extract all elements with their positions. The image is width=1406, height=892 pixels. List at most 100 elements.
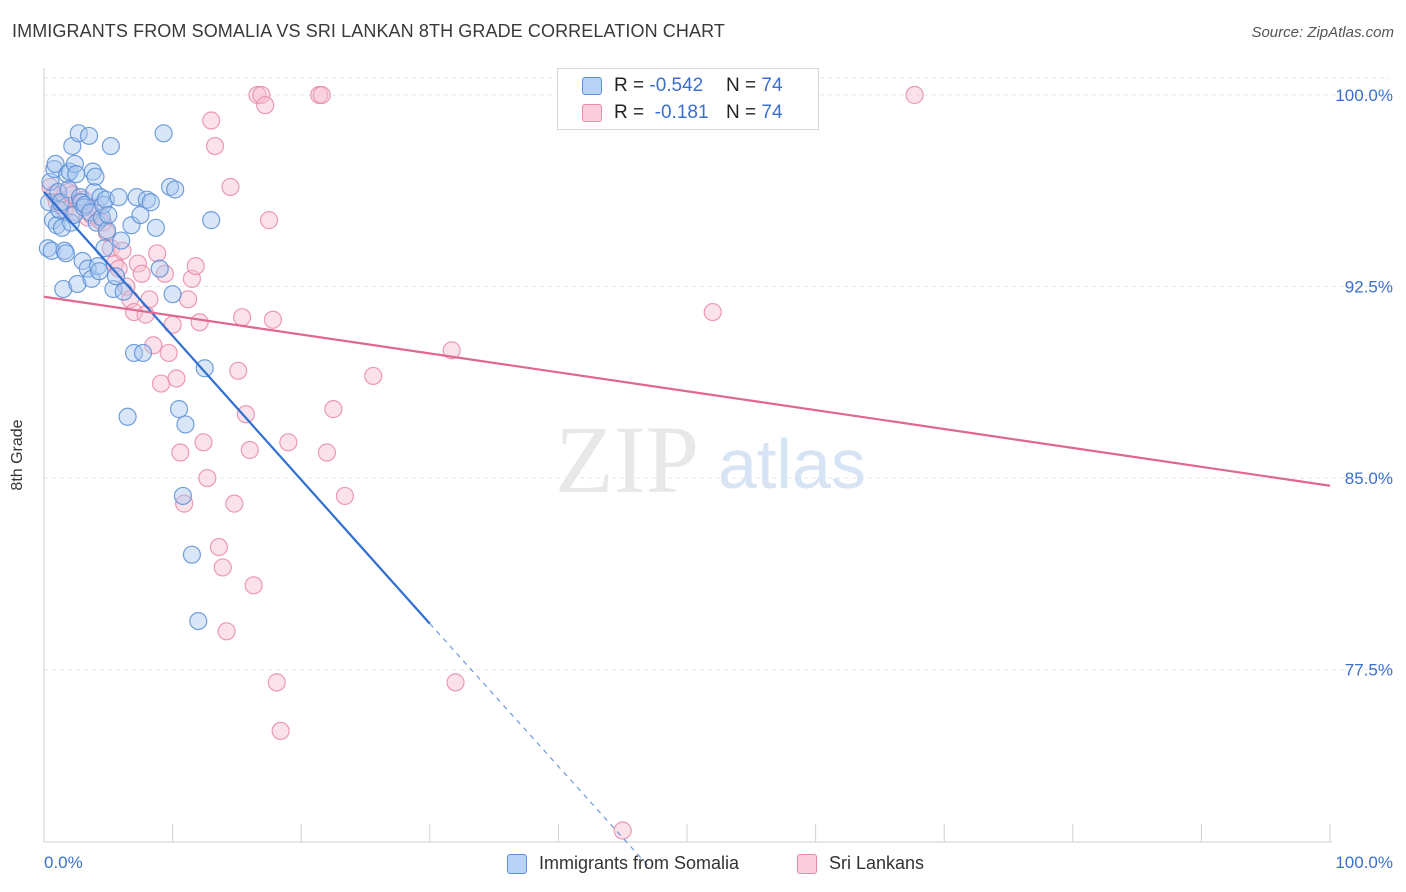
sri-lankan-point <box>446 673 465 692</box>
legend-swatch-pink <box>797 853 817 874</box>
somalia-point <box>112 231 131 250</box>
trend-lines <box>43 191 1331 867</box>
somalia-trend-line <box>43 191 431 625</box>
y-tick-label: 77.5% <box>1345 661 1393 680</box>
tick-labels: 100.0% 92.5% 85.0% 77.5% 0.0% 100.0% <box>44 86 1393 872</box>
legend-label: Sri Lankans <box>829 853 925 873</box>
somalia-point <box>146 218 165 237</box>
sri-lankan-point <box>263 310 283 329</box>
somalia-point <box>47 216 66 235</box>
somalia-point <box>83 162 102 181</box>
sri-lankan-point <box>364 366 383 386</box>
somalia-point <box>166 180 185 199</box>
sri-lankan-point <box>324 400 343 419</box>
somalia-point <box>131 205 150 225</box>
x-tick-label: 100.0% <box>1335 853 1393 872</box>
sri-lankan-point <box>271 721 290 741</box>
somalia-point <box>94 195 113 214</box>
sri-lankan-point <box>259 211 279 230</box>
chart-title: IMMIGRANTS FROM SOMALIA VS SRI LANKAN 8T… <box>12 21 725 41</box>
legend-r-value: -0.181 <box>649 102 709 123</box>
somalia-point <box>52 218 72 237</box>
somalia-point <box>173 486 192 506</box>
somalia-point <box>202 211 221 230</box>
somalia-point <box>46 154 65 174</box>
sri-lankan-point <box>128 254 147 273</box>
sri-lankan-point <box>252 85 271 105</box>
y-tick-label: 85.0% <box>1345 469 1393 488</box>
somalia-point <box>99 205 118 225</box>
y-tick-label: 100.0% <box>1335 86 1393 105</box>
legend-item-somalia[interactable]: Immigrants from Somalia <box>507 853 739 874</box>
sri-lankan-point <box>202 111 221 130</box>
y-tick-label: 92.5% <box>1345 278 1393 297</box>
sri-lankan-point <box>335 486 355 506</box>
somalia-point <box>169 400 189 419</box>
sri-lankan-point <box>194 433 213 452</box>
sri-lankan-point <box>175 494 194 513</box>
somalia-point <box>154 124 173 143</box>
axes <box>43 68 1332 843</box>
somalia-point <box>118 407 137 426</box>
legend-r-label: R = <box>614 75 650 96</box>
sri-lankan-point <box>267 673 286 692</box>
sri-lankan-point <box>186 256 205 276</box>
somalia-point <box>122 216 141 235</box>
somalia-point <box>195 359 214 378</box>
somalia-point <box>95 239 114 258</box>
sri-lankan-point <box>613 821 632 840</box>
legend-r-label: R = <box>614 102 650 123</box>
somalia-point <box>160 177 180 197</box>
source-label: Source: ZipAtlas.com <box>1251 24 1394 41</box>
sri-lankan-point <box>312 85 331 105</box>
somalia-point <box>67 165 86 184</box>
sri-lankan-point <box>140 290 159 309</box>
sri-lankan-point <box>221 177 240 197</box>
somalia-point <box>189 611 208 631</box>
sri-lankan-point <box>217 622 236 641</box>
sri-lankan-point <box>703 302 722 322</box>
legend-row-sri-lankans: R = -0.181 N = 74 <box>582 101 783 125</box>
legend-row-somalia: R = -0.542 N = 74 <box>582 74 783 98</box>
legend-r-value: -0.542 <box>649 75 704 96</box>
somalia-point <box>182 545 201 564</box>
sri-lankan-trend-line <box>43 295 1331 487</box>
legend-n-label: N = <box>726 75 762 96</box>
sri-lankan-point <box>101 239 120 258</box>
sri-lankan-point <box>240 440 259 460</box>
sri-lankan-point <box>244 576 263 595</box>
sri-lankan-point <box>905 85 924 105</box>
sri-lankan-point <box>225 494 244 513</box>
somalia-point <box>56 244 75 263</box>
x-tick-label: 0.0% <box>44 853 83 872</box>
somalia-point <box>114 282 133 301</box>
sri-lankan-point <box>279 433 298 452</box>
sri-lankan-point <box>136 305 155 324</box>
legend-swatch-blue <box>507 853 527 874</box>
legend-item-sri-lankans[interactable]: Sri Lankans <box>797 853 924 874</box>
somalia-point <box>68 274 87 294</box>
sri-lankan-point <box>167 369 186 388</box>
somalia-point <box>79 126 99 145</box>
sri-lankan-point <box>159 343 178 363</box>
somalia-point <box>106 267 126 286</box>
sri-lankan-point <box>209 537 228 557</box>
somalia-point <box>90 262 109 281</box>
somalia-point <box>176 415 195 434</box>
sri-lankan-point <box>198 468 217 488</box>
somalia-point <box>109 188 128 207</box>
somalia-point <box>101 136 120 156</box>
sri-lankan-point <box>248 85 267 105</box>
sri-lankan-point <box>232 308 252 327</box>
sri-lankan-point <box>442 341 461 360</box>
somalia-point <box>86 167 105 186</box>
somalia-point <box>141 193 160 212</box>
sri-lankan-point <box>178 290 198 309</box>
sri-lankan-point <box>155 264 174 283</box>
sri-lankan-point <box>144 336 163 355</box>
legend-swatch-pink <box>582 104 602 122</box>
somalia-trend-extension <box>429 623 649 867</box>
sri-lankan-point <box>213 558 232 577</box>
legend-n-label: N = <box>726 102 762 123</box>
